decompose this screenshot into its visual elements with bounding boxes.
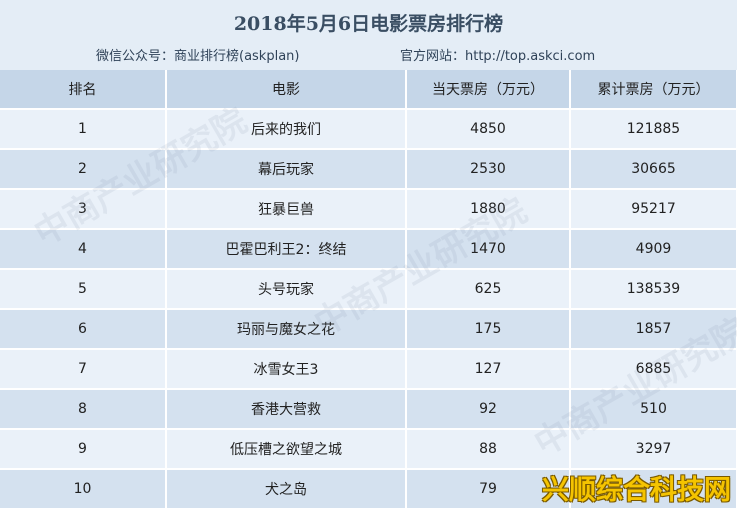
rank-cell: 6 [0, 309, 167, 350]
table-header-row: 排名 电影 当天票房（万元） 累计票房（万元） [0, 70, 737, 110]
total-cell: 138539 [570, 269, 737, 310]
movie-cell: 低压槽之欲望之城 [166, 429, 407, 470]
total-cell: 6885 [570, 349, 737, 390]
total-cell [570, 469, 737, 510]
rank-cell: 8 [0, 389, 167, 430]
column-header-daily: 当天票房（万元） [406, 70, 571, 110]
total-cell: 3297 [570, 429, 737, 470]
total-cell: 4909 [570, 229, 737, 270]
daily-cell: 2530 [406, 149, 571, 190]
movie-cell: 香港大营救 [166, 389, 407, 430]
movie-cell: 冰雪女王3 [166, 349, 407, 390]
daily-cell: 625 [406, 269, 571, 310]
rank-cell: 3 [0, 189, 167, 230]
movie-cell: 玛丽与魔女之花 [166, 309, 407, 350]
rank-cell: 10 [0, 469, 167, 510]
site-brand-logo: 兴顺综合科技网 [542, 475, 731, 506]
table-row: 2 幕后玩家 2530 30665 [0, 149, 737, 190]
column-header-total: 累计票房（万元） [570, 70, 737, 110]
daily-cell: 127 [406, 349, 571, 390]
movie-cell: 犬之岛 [166, 469, 407, 510]
movie-cell: 狂暴巨兽 [166, 189, 407, 230]
total-cell: 30665 [570, 149, 737, 190]
rank-cell: 2 [0, 149, 167, 190]
wechat-account: 微信公众号：商业排行榜(askplan) [96, 49, 300, 64]
daily-cell: 79 [406, 469, 571, 510]
movie-cell: 幕后玩家 [166, 149, 407, 190]
rank-cell: 4 [0, 229, 167, 270]
page-title: 2018年5月6日电影票房排行榜 [233, 13, 504, 35]
rank-cell: 5 [0, 269, 167, 310]
daily-cell: 4850 [406, 109, 571, 150]
column-header-movie: 电影 [166, 70, 407, 110]
box-office-table: 排名 电影 当天票房（万元） 累计票房（万元） 1 后来的我们 4850 121… [0, 70, 737, 510]
table-row: 7 冰雪女王3 127 6885 [0, 349, 737, 390]
total-cell: 510 [570, 389, 737, 430]
rank-cell: 1 [0, 109, 167, 150]
rank-cell: 7 [0, 349, 167, 390]
table-row: 4 巴霍巴利王2：终结 1470 4909 [0, 229, 737, 270]
movie-cell: 巴霍巴利王2：终结 [166, 229, 407, 270]
table-row: 5 头号玩家 625 138539 [0, 269, 737, 310]
table-row: 10 犬之岛 79 [0, 469, 737, 510]
rank-cell: 9 [0, 429, 167, 470]
table-row: 3 狂暴巨兽 1880 95217 [0, 189, 737, 230]
table-row: 1 后来的我们 4850 121885 [0, 109, 737, 150]
official-website: 官方网站：http://top.askci.com [400, 49, 596, 64]
movie-cell: 后来的我们 [166, 109, 407, 150]
table-row: 9 低压槽之欲望之城 88 3297 [0, 429, 737, 470]
total-cell: 121885 [570, 109, 737, 150]
daily-cell: 1880 [406, 189, 571, 230]
daily-cell: 92 [406, 389, 571, 430]
table-row: 6 玛丽与魔女之花 175 1857 [0, 309, 737, 350]
total-cell: 1857 [570, 309, 737, 350]
table-row: 8 香港大营救 92 510 [0, 389, 737, 430]
daily-cell: 175 [406, 309, 571, 350]
movie-cell: 头号玩家 [166, 269, 407, 310]
daily-cell: 88 [406, 429, 571, 470]
total-cell: 95217 [570, 189, 737, 230]
title-bar: 2018年5月6日电影票房排行榜 微信公众号：商业排行榜(askplan) 官方… [0, 0, 737, 70]
column-header-rank: 排名 [0, 70, 167, 110]
daily-cell: 1470 [406, 229, 571, 270]
